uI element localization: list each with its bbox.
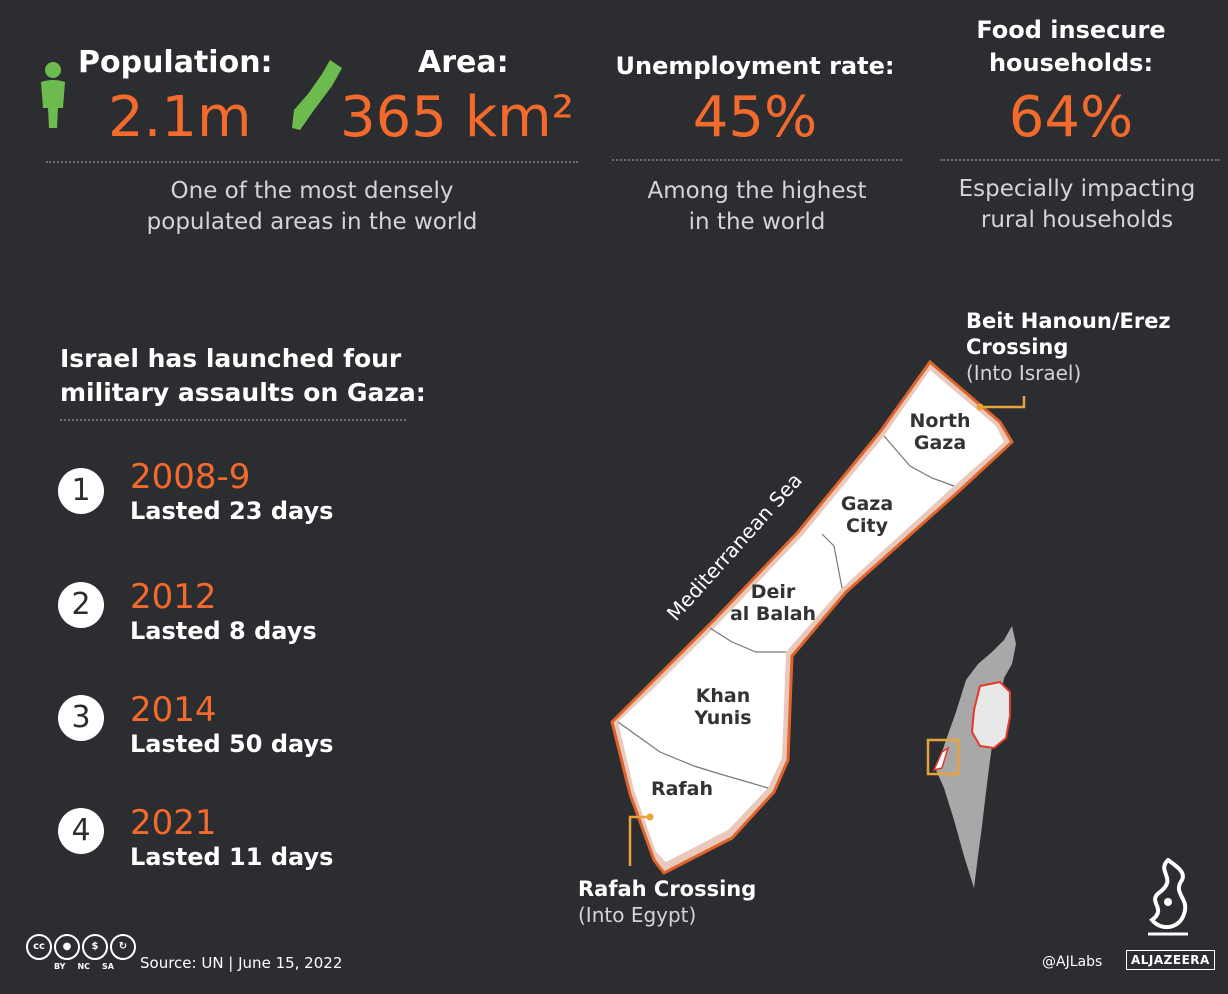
erez-connector — [980, 396, 1026, 409]
divider-unemployment — [612, 159, 902, 161]
population-value: 2.1m — [108, 85, 252, 150]
label-rafah: Rafah — [651, 778, 713, 800]
assault-year-1: 2008-9 — [130, 457, 251, 497]
divider-food — [940, 159, 1220, 161]
food-desc: Especially impacting rural households — [958, 176, 1196, 233]
assaults-title: Israel has launched four military assaul… — [60, 344, 426, 407]
label-deir-al-balah: Deir al Balah — [730, 581, 816, 625]
food-value: 64% — [1008, 85, 1134, 150]
border-deir-al-balah — [709, 627, 786, 653]
gaza-strip — [618, 370, 1004, 862]
brand-wordmark: ALJAZEERA — [1126, 950, 1215, 970]
assault-item-4: 4 2021 Lasted 11 days — [58, 804, 378, 880]
border-khan-yunis — [617, 721, 769, 789]
source-text: Source: UN | June 15, 2022 — [140, 954, 343, 972]
population-label: Population: — [78, 45, 273, 80]
unemployment-desc: Among the highest in the world — [647, 178, 867, 235]
cc-icon: cc — [26, 934, 52, 960]
assault-item-3: 3 2014 Lasted 50 days — [58, 691, 378, 767]
erez-crossing-label: Beit Hanoun/Erez Crossing (Into Israel) — [966, 309, 1171, 385]
gaza-inset-highlight — [926, 738, 960, 776]
sa-icon: ↻ — [110, 934, 136, 960]
gaza-shape-icon — [284, 58, 348, 134]
divider-assaults — [60, 419, 406, 421]
by-icon: ● — [54, 934, 80, 960]
border-gaza-city — [821, 533, 843, 589]
area-value: 365 km² — [340, 85, 575, 150]
label-gaza-city: Gaza City — [841, 493, 893, 537]
assault-number-4: 4 — [58, 808, 104, 854]
assault-number-3: 3 — [58, 695, 104, 741]
assault-duration-3: Lasted 50 days — [130, 730, 334, 758]
area-label: Area: — [418, 45, 509, 80]
locator-map — [926, 626, 1016, 888]
rafah-connector — [628, 815, 650, 866]
population-icon — [36, 60, 70, 130]
divider-pop-area — [46, 161, 578, 163]
unemployment-label: Unemployment rate: — [615, 52, 895, 80]
assault-year-4: 2021 — [130, 803, 217, 843]
erez-marker — [976, 403, 984, 411]
food-label: Food insecure households: — [976, 16, 1166, 77]
assault-year-2: 2012 — [130, 577, 217, 617]
label-north-gaza: North Gaza — [910, 410, 971, 454]
label-khan-yunis: Khan Yunis — [693, 685, 751, 729]
rafah-crossing-label: Rafah Crossing (Into Egypt) — [578, 877, 757, 927]
pop-area-desc: One of the most densely populated areas … — [146, 178, 478, 235]
assault-year-3: 2014 — [130, 690, 217, 730]
gaza-inset-shape — [932, 746, 950, 772]
assault-duration-1: Lasted 23 days — [130, 497, 334, 525]
unemployment-value: 45% — [692, 85, 818, 150]
rafah-marker — [646, 813, 654, 821]
assault-item-2: 2 2012 Lasted 8 days — [58, 578, 378, 654]
nc-icon: $ — [82, 934, 108, 960]
aljazeera-logo-icon — [1138, 857, 1198, 940]
israel-shape — [936, 626, 1016, 888]
assault-number-2: 2 — [58, 582, 104, 628]
gaza-map: North Gaza Gaza City Deir al Balah Khan Yuni… — [610, 359, 1026, 875]
assault-item-1: 1 2008-9 Lasted 23 days — [58, 458, 378, 534]
license-badge: cc ● $ ↻ BY NC SA — [26, 934, 136, 971]
west-bank-shape — [970, 680, 1011, 750]
assault-number-1: 1 — [58, 468, 104, 514]
assault-duration-2: Lasted 8 days — [130, 617, 317, 645]
handle-text: @AJLabs — [1042, 954, 1103, 970]
assault-duration-4: Lasted 11 days — [130, 843, 334, 871]
border-north-gaza — [883, 435, 955, 487]
